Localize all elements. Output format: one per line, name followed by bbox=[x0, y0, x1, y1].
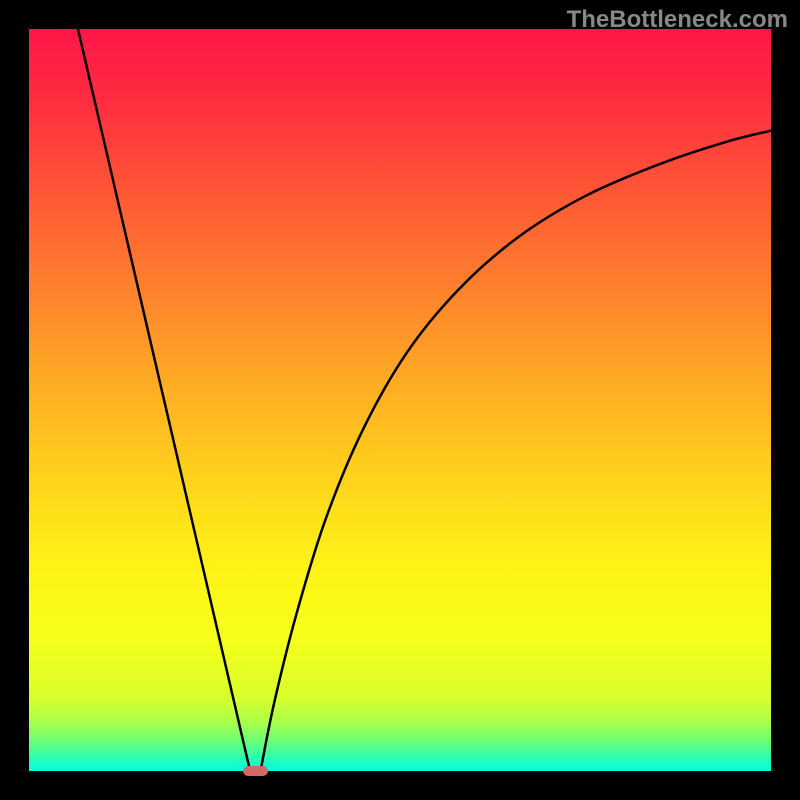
curve-left-branch bbox=[78, 29, 250, 771]
chart-container: TheBottleneck.com bbox=[0, 0, 800, 800]
curve-layer bbox=[0, 0, 800, 800]
notch-marker bbox=[243, 766, 268, 776]
curve-right-branch bbox=[261, 131, 771, 771]
watermark-text: TheBottleneck.com bbox=[567, 6, 788, 34]
